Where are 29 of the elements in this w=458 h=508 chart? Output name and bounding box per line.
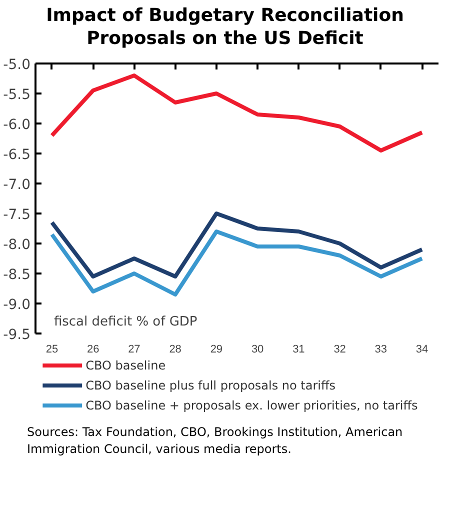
legend-label: CBO baseline + proposals ex. lower priorities, no tariffs: [86, 398, 418, 412]
y-tick-label: -7.5: [3, 207, 31, 223]
y-tick-label: -8.5: [3, 267, 31, 283]
y-tick-label: -9.5: [3, 327, 31, 343]
annotation: fiscal deficit % of GDP: [54, 314, 198, 330]
x-tick-label: 25: [46, 344, 58, 356]
x-tick-label: 26: [86, 344, 100, 356]
line-series: [50, 212, 424, 278]
x-tick-label: 28: [169, 344, 182, 356]
x-tick-label: 29: [210, 344, 223, 356]
legend-label: CBO baseline plus full proposals no tariffs: [86, 378, 336, 392]
y-tick-label: -5.5: [3, 87, 31, 103]
y-tick-label: -6.5: [3, 147, 31, 163]
chart-title: Impact of Budgetary Reconciliation Proposals on the US Deficit: [45, 5, 405, 50]
y-tick-label: -5.0: [3, 57, 31, 73]
line-series: [50, 74, 424, 152]
x-tick-label: 31: [292, 344, 305, 356]
source-note: Sources: Tax Foundation, CBO, Brookings Institution, American Immigration Council, various media reports.: [27, 424, 404, 458]
legend-label: CBO baseline: [86, 358, 166, 372]
y-tick-label: -7.0: [3, 177, 31, 193]
x-tick-label: 27: [128, 344, 140, 356]
x-tick-label: 32: [334, 344, 346, 356]
y-tick-label: -9.0: [3, 297, 31, 313]
y-tick-label: -8.0: [3, 237, 31, 253]
x-tick-label: 34: [416, 344, 428, 356]
y-tick-label: -6.0: [3, 117, 31, 133]
line-series: [50, 230, 424, 296]
x-tick-label: 30: [251, 344, 264, 356]
x-tick-label: 33: [374, 344, 388, 356]
